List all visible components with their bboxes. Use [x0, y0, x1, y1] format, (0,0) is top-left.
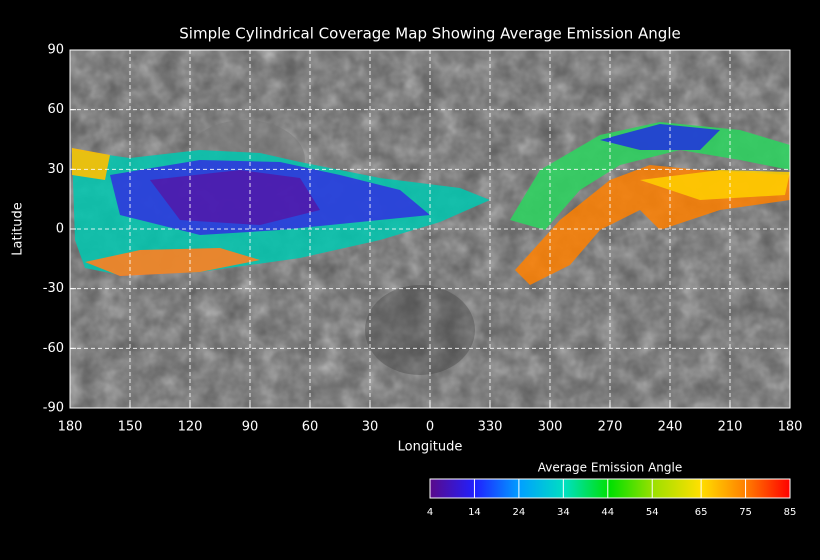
- colorbar-tick-label: 65: [695, 507, 708, 518]
- x-tick-label: 0: [426, 420, 434, 435]
- x-tick-label: 60: [302, 420, 319, 435]
- colorbar-title: Average Emission Angle: [538, 461, 682, 475]
- y-tick-label: 30: [47, 162, 64, 177]
- y-axis-label: Latitude: [11, 202, 26, 256]
- x-tick-label: 120: [178, 420, 203, 435]
- x-tick-label: 270: [598, 420, 623, 435]
- x-tick-label: 180: [778, 420, 803, 435]
- chart-title: Simple Cylindrical Coverage Map Showing …: [179, 25, 680, 43]
- colorbar-tick-label: 44: [601, 507, 614, 518]
- colorbar-tick-label: 14: [468, 507, 481, 518]
- y-tick-label: -60: [43, 341, 64, 356]
- colorbar: [429, 478, 791, 499]
- y-tick-label: -90: [43, 401, 64, 416]
- colorbar-tick-label: 4: [427, 507, 433, 518]
- x-tick-label: 240: [658, 420, 683, 435]
- x-tick-label: 180: [58, 420, 83, 435]
- x-axis-label: Longitude: [398, 440, 463, 455]
- colorbar-tick-label: 54: [646, 507, 659, 518]
- x-tick-label: 150: [118, 420, 143, 435]
- x-tick-label: 300: [538, 420, 563, 435]
- y-tick-label: 0: [56, 222, 64, 237]
- x-tick-label: 210: [718, 420, 743, 435]
- colorbar-tick-label: 85: [784, 507, 797, 518]
- colorbar-tick-label: 34: [557, 507, 570, 518]
- x-tick-label: 330: [478, 420, 503, 435]
- y-tick-label: 90: [47, 43, 64, 58]
- y-tick-label: -30: [43, 281, 64, 296]
- y-tick-label: 60: [47, 102, 64, 117]
- colorbar-tick-label: 75: [739, 507, 752, 518]
- x-tick-label: 30: [362, 420, 379, 435]
- x-tick-label: 90: [242, 420, 259, 435]
- colorbar-tick-label: 24: [513, 507, 526, 518]
